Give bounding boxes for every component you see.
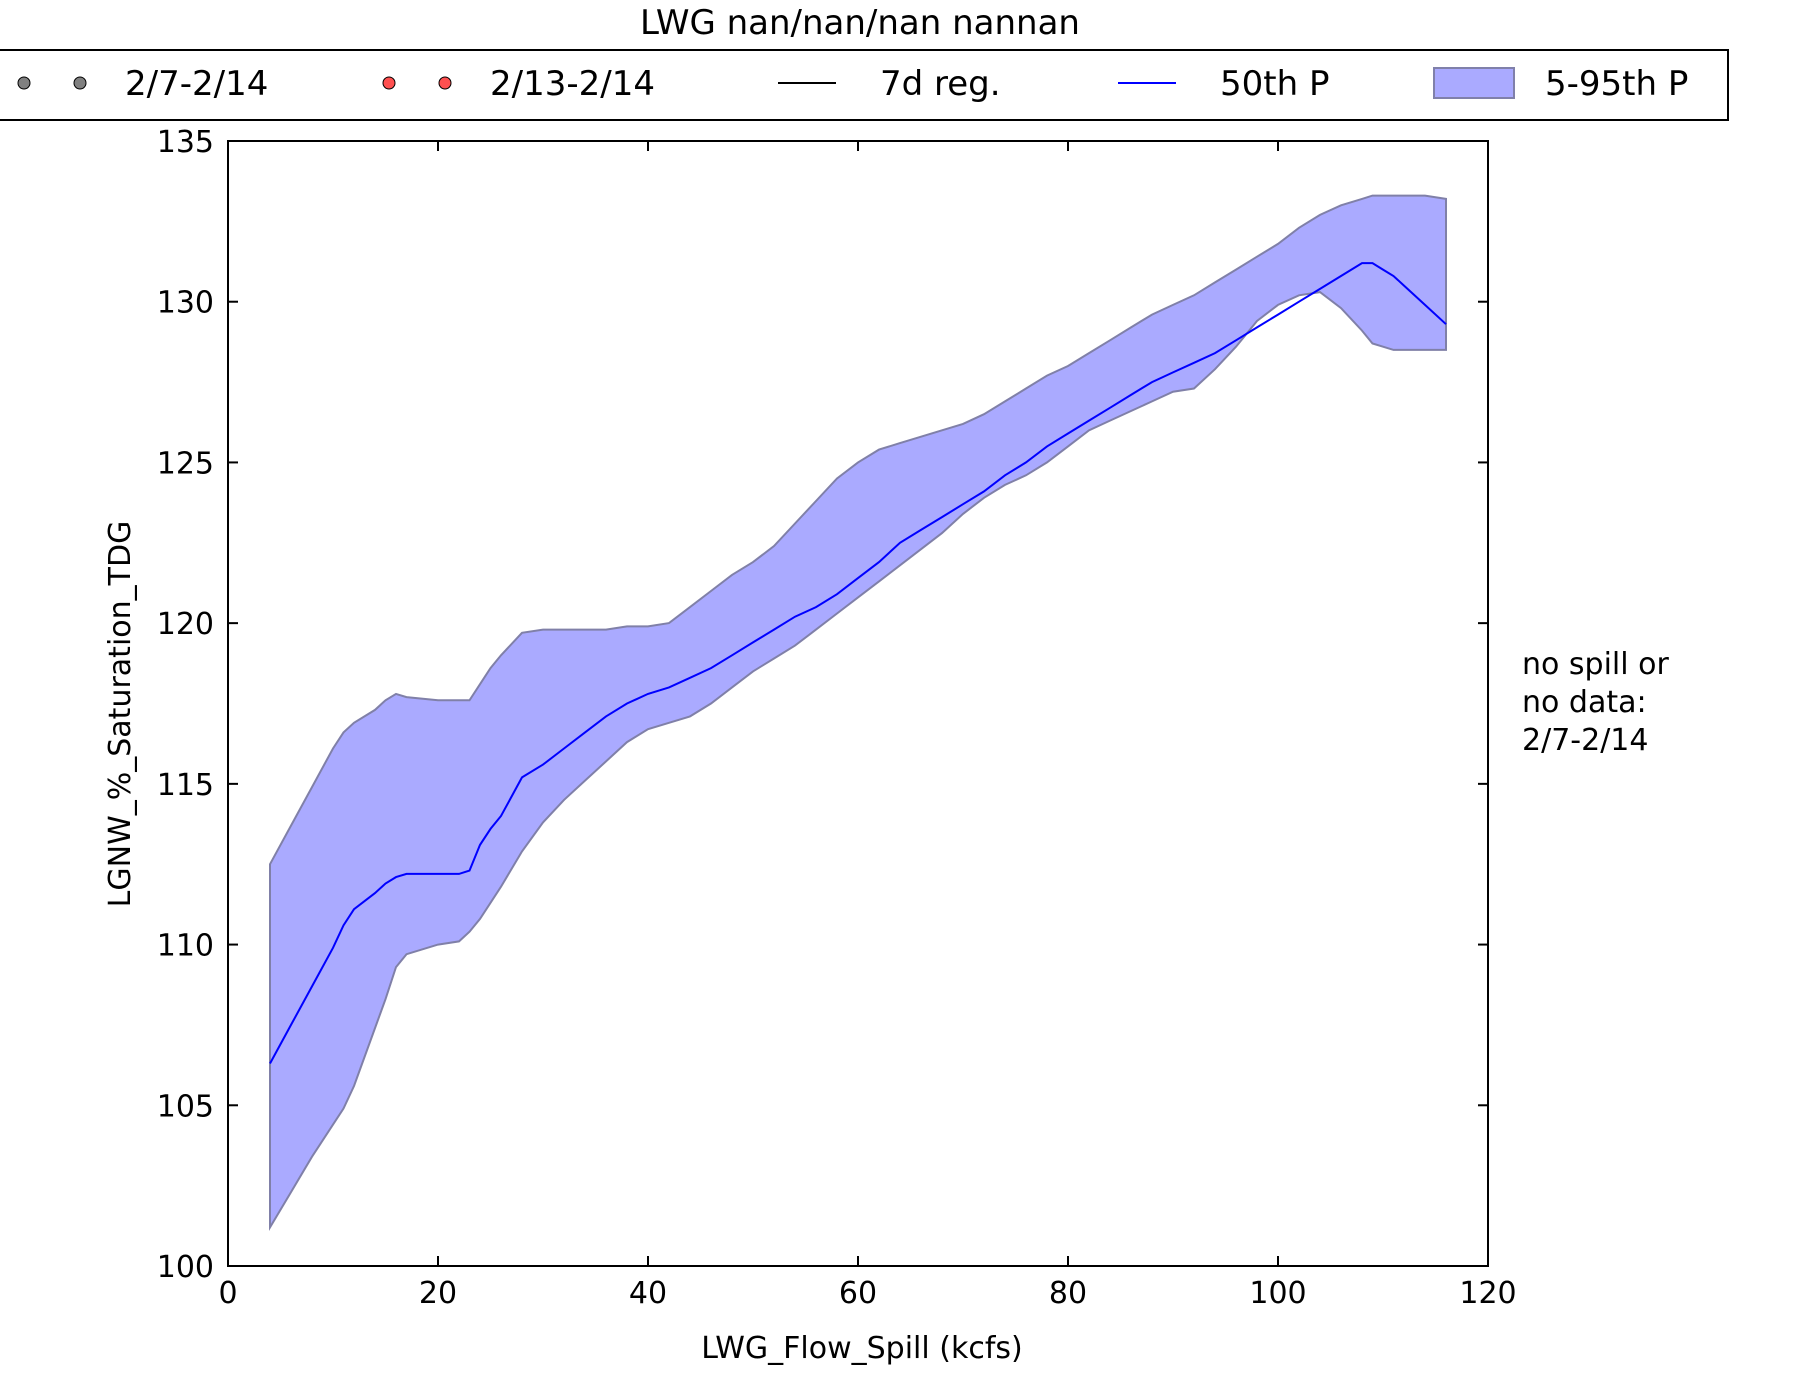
x-tick-label: 0 — [218, 1276, 237, 1311]
median-line-50th — [269, 262, 1447, 1064]
legend-entry-50th-p: 50th P — [1118, 64, 1329, 104]
x-tick-label: 60 — [839, 1276, 877, 1311]
plot-area: 0 20 40 60 80 100 120 100 105 110 115 120 125 130 135 — [157, 125, 1517, 1311]
legend-marker — [438, 76, 452, 90]
plot-frame — [227, 140, 1489, 1267]
legend-label: 2/13-2/14 — [490, 64, 655, 104]
legend-entry-5-95th-p: 5-95th P — [1433, 64, 1688, 104]
legend-entry-7d-reg: 7d reg. — [778, 64, 1001, 104]
legend-patch — [1433, 67, 1515, 99]
annotation-line: no data: — [1522, 685, 1647, 720]
legend-marker — [73, 76, 87, 90]
y-tick-label: 110 — [157, 929, 214, 964]
annotation-line: no spill or — [1522, 647, 1669, 682]
y-axis-label: LGNW_%_Saturation_TDG — [103, 521, 138, 908]
axis-tick-labels: 0 20 40 60 80 100 120 100 105 110 115 120 125 130 135 — [157, 125, 1517, 1311]
y-tick-label: 130 — [157, 286, 214, 321]
percentile-band-5-95 — [269, 194, 1447, 1232]
x-tick-label: 20 — [419, 1276, 457, 1311]
legend-label: 5-95th P — [1545, 64, 1688, 104]
legend-label: 2/7-2/14 — [125, 64, 268, 104]
annotation-line: 2/7-2/14 — [1522, 723, 1648, 758]
legend-entry-2-7-2-14: 2/7-2/14 — [17, 64, 268, 104]
y-tick-label: 120 — [157, 607, 214, 642]
legend-marker — [382, 76, 396, 90]
y-tick-label: 135 — [157, 125, 214, 160]
legend-marker — [17, 76, 31, 90]
legend-label: 50th P — [1220, 64, 1329, 104]
legend-label: 7d reg. — [880, 64, 1001, 104]
x-axis-label: LWG_Flow_Spill (kcfs) — [701, 1331, 1022, 1366]
chart-title: LWG nan/nan/nan nannan — [640, 3, 1080, 43]
x-tick-label: 40 — [629, 1276, 667, 1311]
x-tick-label: 80 — [1049, 1276, 1087, 1311]
y-tick-label: 105 — [157, 1089, 214, 1124]
y-tick-label: 115 — [157, 768, 214, 803]
x-tick-label: 100 — [1249, 1276, 1306, 1311]
legend: 2/7-2/14 2/13-2/14 7d reg. 50th P 5-95th… — [0, 49, 1729, 121]
side-annotation: no spill or no data: 2/7-2/14 — [1522, 647, 1669, 758]
legend-entry-2-13-2-14: 2/13-2/14 — [382, 64, 655, 104]
y-tick-label: 100 — [157, 1250, 214, 1285]
x-tick-label: 120 — [1459, 1276, 1516, 1311]
y-tick-label: 125 — [157, 446, 214, 481]
